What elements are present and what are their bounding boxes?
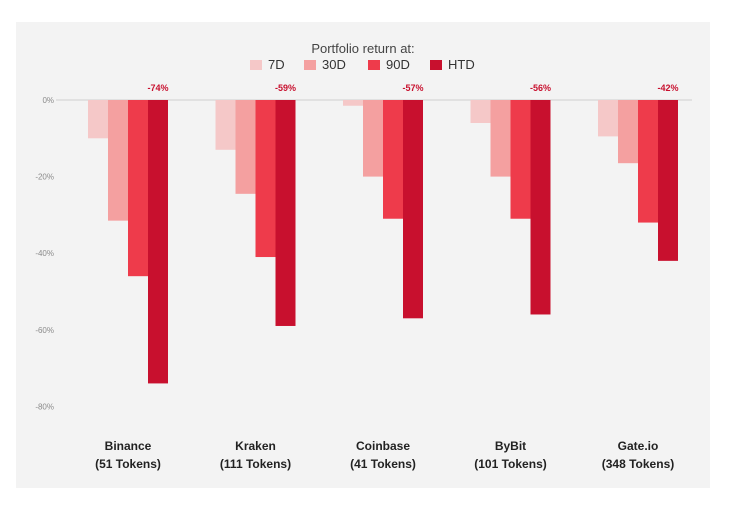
bar-bybit-90d: [510, 100, 531, 219]
bar-kraken-7d: [215, 100, 236, 150]
bar-gate-io-30d: [618, 100, 638, 164]
bar-coinbase-90d: [383, 100, 403, 219]
category-label-coinbase: Coinbase: [356, 439, 410, 453]
category-label-kraken: Kraken: [235, 439, 276, 453]
category-sublabel-binance: (51 Tokens): [95, 457, 161, 471]
category-sublabel-gate-io: (348 Tokens): [602, 457, 674, 471]
category-label-bybit: ByBit: [495, 439, 526, 453]
data-label-coinbase: -57%: [402, 83, 423, 93]
legend-swatch-7d: [250, 60, 262, 70]
legend-swatch-30d: [304, 60, 316, 70]
category-sublabel-coinbase: (41 Tokens): [350, 457, 416, 471]
bar-gate-io-7d: [598, 100, 618, 137]
bar-binance-30d: [108, 100, 128, 221]
data-label-bybit: -56%: [530, 83, 551, 93]
bar-bybit-30d: [490, 100, 511, 177]
legend-label-htd: HTD: [448, 57, 475, 72]
y-tick-label: -20%: [35, 173, 54, 182]
legend-swatch-htd: [430, 60, 442, 70]
bar-bybit-7d: [470, 100, 491, 123]
y-tick-label: -60%: [35, 326, 54, 335]
bars: [88, 100, 678, 384]
bar-gate-io-90d: [638, 100, 658, 223]
y-tick-label: -80%: [35, 402, 54, 411]
legend-swatch-90d: [368, 60, 380, 70]
category-sublabel-kraken: (111 Tokens): [220, 457, 291, 471]
category-label-gate-io: Gate.io: [618, 439, 659, 453]
bar-gate-io-htd: [658, 100, 678, 261]
legend-label-30d: 30D: [322, 57, 346, 72]
bar-kraken-90d: [255, 100, 276, 258]
bar-bybit-htd: [530, 100, 551, 315]
legend: 7D 30D 90D HTD: [250, 57, 475, 72]
y-tick-label: -40%: [35, 249, 54, 258]
legend-label-7d: 7D: [268, 57, 285, 72]
bar-coinbase-7d: [343, 100, 363, 106]
chart-title: Portfolio return at:: [311, 41, 414, 56]
y-tick-label: 0%: [42, 96, 54, 105]
portfolio-return-chart: Portfolio return at: 7D 30D 90D HTD 0% -20% -…: [35, 41, 692, 471]
category-label-binance: Binance: [105, 439, 152, 453]
y-axis: 0% -20% -40% -60% -80%: [35, 96, 54, 411]
bar-binance-7d: [88, 100, 108, 139]
category-sublabel-bybit: (101 Tokens): [474, 457, 546, 471]
bar-coinbase-30d: [363, 100, 383, 177]
legend-label-90d: 90D: [386, 57, 410, 72]
category-labels: Binance (51 Tokens) Kraken (111 Tokens) Coin…: [95, 439, 674, 471]
bar-kraken-htd: [275, 100, 296, 326]
chart-panel: Portfolio return at: 7D 30D 90D HTD 0% -20% -…: [16, 22, 710, 488]
bar-coinbase-htd: [403, 100, 423, 319]
data-label-gate-io: -42%: [657, 83, 678, 93]
data-label-binance: -74%: [147, 83, 168, 93]
data-labels: -74% -59% -57% -56% -42%: [147, 83, 678, 93]
bar-binance-90d: [128, 100, 148, 277]
data-label-kraken: -59%: [275, 83, 296, 93]
bar-binance-htd: [148, 100, 168, 384]
bar-kraken-30d: [235, 100, 256, 194]
